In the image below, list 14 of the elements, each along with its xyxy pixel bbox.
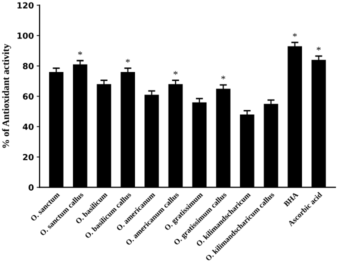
y-tick-label: 120 [18, 2, 34, 9]
annotation: * [78, 51, 82, 55]
annotation: * [174, 71, 178, 75]
y-tick-label: 40 [22, 124, 34, 130]
annotation: * [316, 46, 321, 50]
y-tick-label: 80 [22, 62, 34, 70]
annotation: * [126, 59, 130, 63]
y-tick-label: 20 [23, 154, 34, 160]
y-axis-title: % of Antioxidant activity [2, 44, 12, 148]
annotation: * [292, 33, 297, 37]
y-tick-label: 0 [28, 184, 34, 191]
y-tick-label: 60 [22, 93, 34, 100]
annotation: * [221, 76, 226, 80]
y-tick-label: 100 [18, 32, 34, 39]
